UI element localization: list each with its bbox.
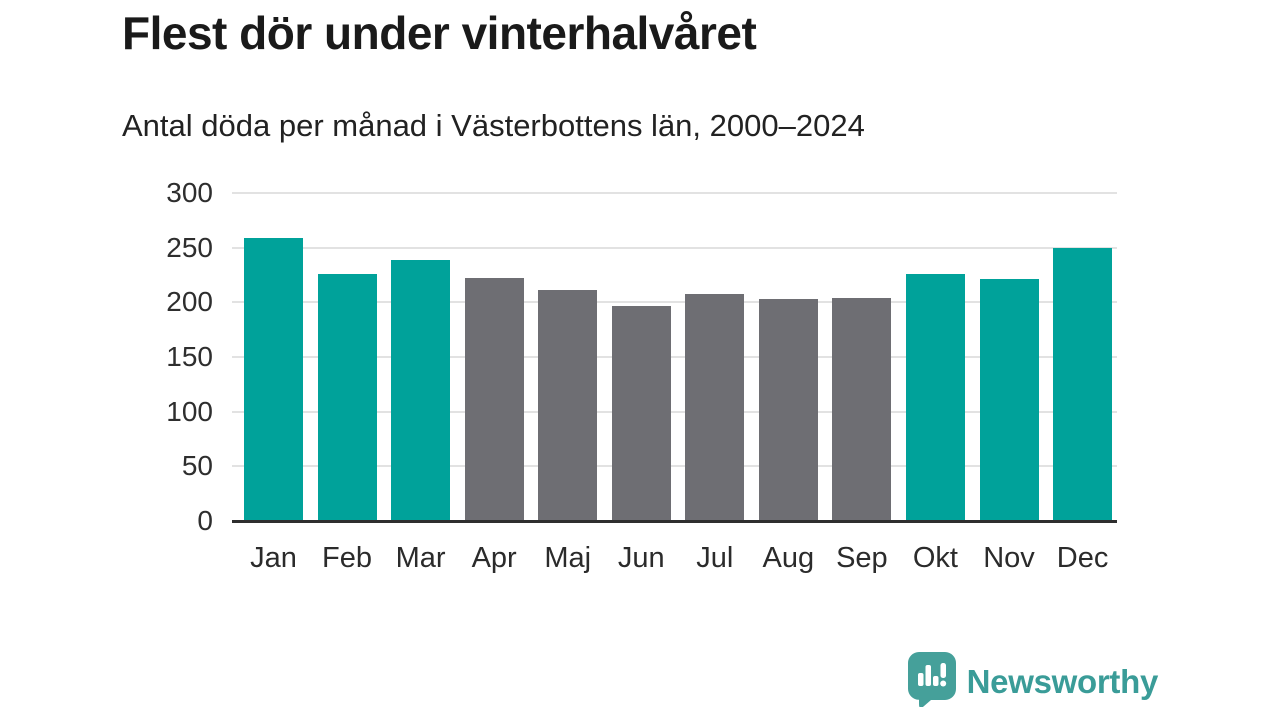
x-tick-label-nov: Nov: [983, 542, 1035, 574]
gridline-250: [232, 246, 1117, 249]
x-axis-line: [232, 520, 1117, 523]
bar-aug: [758, 299, 818, 520]
bar-chart-speech-bubble-icon: [907, 651, 957, 712]
x-tick-label-dec: Dec: [1056, 542, 1109, 574]
y-tick-label-300: 300: [166, 177, 213, 208]
bar-dec: [1053, 247, 1113, 520]
x-tick-label-jul: Jul: [696, 542, 734, 574]
x-tick-label-jun: Jun: [617, 542, 665, 574]
brand-name: Newsworthy: [966, 662, 1159, 700]
gridline-200: [232, 301, 1117, 304]
y-tick-label-200: 200: [166, 286, 213, 318]
bar-jun: [611, 305, 671, 520]
bar-nov: [979, 279, 1039, 520]
bar-apr: [464, 278, 524, 520]
y-tick-label-0: 0: [197, 505, 213, 536]
y-tick-label-250: 250: [166, 231, 213, 263]
x-tick-label-aug: Aug: [762, 542, 815, 574]
bar-jan: [244, 237, 303, 520]
x-tick-label-mar: Mar: [395, 542, 446, 574]
x-tick-label-feb: Feb: [322, 542, 373, 574]
x-tick-label-sep: Sep: [836, 542, 888, 574]
y-tick-label-150: 150: [166, 341, 213, 372]
chart-title: Flest dör under vinterhalvåret: [122, 7, 757, 59]
bar-mar: [391, 259, 451, 520]
gridline-50: [232, 465, 1117, 468]
bar-sep: [832, 298, 892, 520]
chart-subtitle: Antal döda per månad i Västerbottens län…: [122, 108, 865, 143]
newsworthy-logo: Newsworthy: [907, 651, 1158, 712]
y-tick-label-100: 100: [166, 395, 213, 427]
bar-chart: 0 50 100 150 200 250 300 Jan Feb Mar Apr Maj Jun Jul…: [166, 177, 1117, 574]
x-tick-label-maj: Maj: [544, 542, 592, 574]
x-tick-label-okt: Okt: [912, 542, 958, 574]
bar-okt: [905, 274, 965, 520]
x-tick-label-jan: Jan: [250, 542, 297, 574]
x-tick-label-apr: Apr: [471, 542, 517, 574]
bar-feb: [317, 274, 377, 520]
y-tick-label-50: 50: [181, 450, 213, 482]
gridline-100: [232, 410, 1117, 413]
bar-maj: [538, 290, 598, 520]
bar-jul: [685, 293, 745, 520]
gridline-300: [232, 192, 1117, 194]
gridline-150: [232, 356, 1117, 358]
